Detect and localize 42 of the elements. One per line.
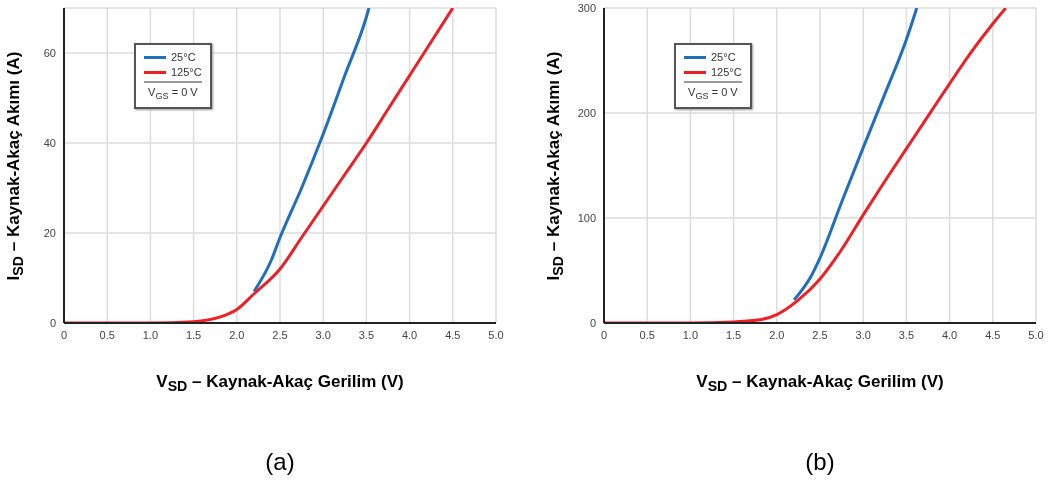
line-series [792, 8, 919, 302]
y-tick-label: 60 [43, 46, 56, 59]
x-tick-label: 2.0 [769, 328, 785, 341]
x-tick-label: 4.0 [941, 328, 958, 341]
x-tick-label: 4.0 [401, 328, 418, 341]
legend-label: 25°C [711, 51, 736, 63]
y-tick-label: 200 [577, 106, 596, 119]
legend-title: V$_{GS}$ = 0 V [144, 81, 202, 102]
x-tick-label: 5.0 [1028, 328, 1044, 341]
x-tick-label: 1.5 [185, 328, 202, 341]
y-tick-label: 300 [577, 1, 596, 14]
x-tick-label: 2.5 [812, 328, 828, 341]
x-tick-label: 3.0 [855, 328, 871, 341]
legend-label: 125°C [171, 66, 202, 78]
x-axis-title: V$_{SD}$ – Kaynak-Akaç Gerilim (V) [696, 372, 944, 395]
x-tick-label: 1.5 [725, 328, 742, 341]
x-tick-label: 1.0 [142, 328, 159, 341]
x-tick-label: 2.5 [272, 328, 288, 341]
x-tick-label: 5.0 [488, 328, 504, 341]
x-tick-label: 3.5 [898, 328, 915, 341]
y-tick-label: 40 [43, 136, 56, 149]
x-tick-label: 0 [600, 328, 608, 341]
legend-title: V$_{GS}$ = 0 V [684, 81, 742, 102]
x-tick-label: 0.5 [639, 328, 655, 341]
y-tick-label: 0 [49, 316, 56, 329]
x-tick-label: 4.5 [985, 328, 1001, 341]
x-tick-label: 0.5 [99, 328, 115, 341]
x-tick-label: 3.5 [358, 328, 375, 341]
y-tick-label: 100 [577, 211, 596, 224]
x-tick-label: 4.5 [445, 328, 461, 341]
legend-label: 25°C [171, 51, 196, 63]
x-tick-label: 2.0 [229, 328, 245, 341]
text: (a) [265, 448, 295, 476]
x-tick-label: 1.0 [682, 328, 699, 341]
line-series [252, 8, 371, 293]
x-tick-label: 3.0 [315, 328, 331, 341]
x-tick-label: 0 [60, 328, 68, 341]
legend-label: 125°C [711, 66, 742, 78]
x-axis-title: V$_{SD}$ – Kaynak-Akaç Gerilim (V) [156, 372, 404, 395]
y-tick-label: 0 [589, 316, 596, 329]
text: (b) [805, 448, 835, 476]
y-tick-label: 20 [43, 226, 56, 239]
